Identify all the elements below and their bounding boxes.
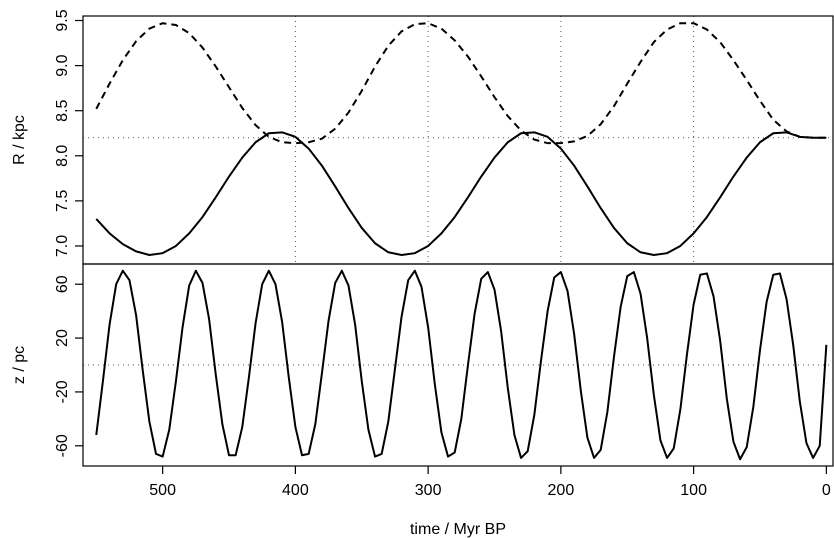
top-ytick-label-0: 7.0 <box>54 235 71 257</box>
top-ytick-label-1: 7.5 <box>54 190 71 212</box>
bottom-xtick-label-0: 500 <box>149 482 176 499</box>
top-ytick-label-5: 9.5 <box>54 9 71 31</box>
axes-layer <box>75 15 834 474</box>
labels-layer: 7.0 7.5 8.0 8.5 9.0 9.5 -60 -20 20 60 500 400 300 200… <box>11 9 831 538</box>
top-series-0-solid-line <box>95 131 827 256</box>
bottom-xtick-label-4: 100 <box>680 482 707 499</box>
bottom-xtick-label-1: 400 <box>282 482 309 499</box>
bottom-xtick-label-2: 300 <box>415 482 442 499</box>
bottom-series-0-solid-line <box>95 269 828 461</box>
bottom-ytick-label-0: -60 <box>54 434 71 457</box>
bottom-xtick-label-3: 200 <box>548 482 575 499</box>
bottom-panel-frame <box>82 263 834 467</box>
bottom-ylabel: z / pc <box>11 346 28 384</box>
bottom-ytick-label-1: -20 <box>54 380 71 403</box>
top-ytick-label-3: 8.5 <box>54 99 71 121</box>
top-ytick-label-2: 8.0 <box>54 145 71 167</box>
bottom-ytick-label-2: 20 <box>54 329 71 347</box>
series-layer <box>95 22 828 461</box>
bottom-xtick-label-5: 0 <box>822 482 831 499</box>
reference-lines-layer <box>83 16 833 366</box>
top-ytick-label-4: 9.0 <box>54 54 71 76</box>
bottom-xlabel: time / Myr BP <box>410 521 506 538</box>
bottom-ytick-label-3: 60 <box>54 275 71 293</box>
top-ylabel: R / kpc <box>11 115 28 165</box>
top-series-1-dashed-line <box>95 22 827 145</box>
